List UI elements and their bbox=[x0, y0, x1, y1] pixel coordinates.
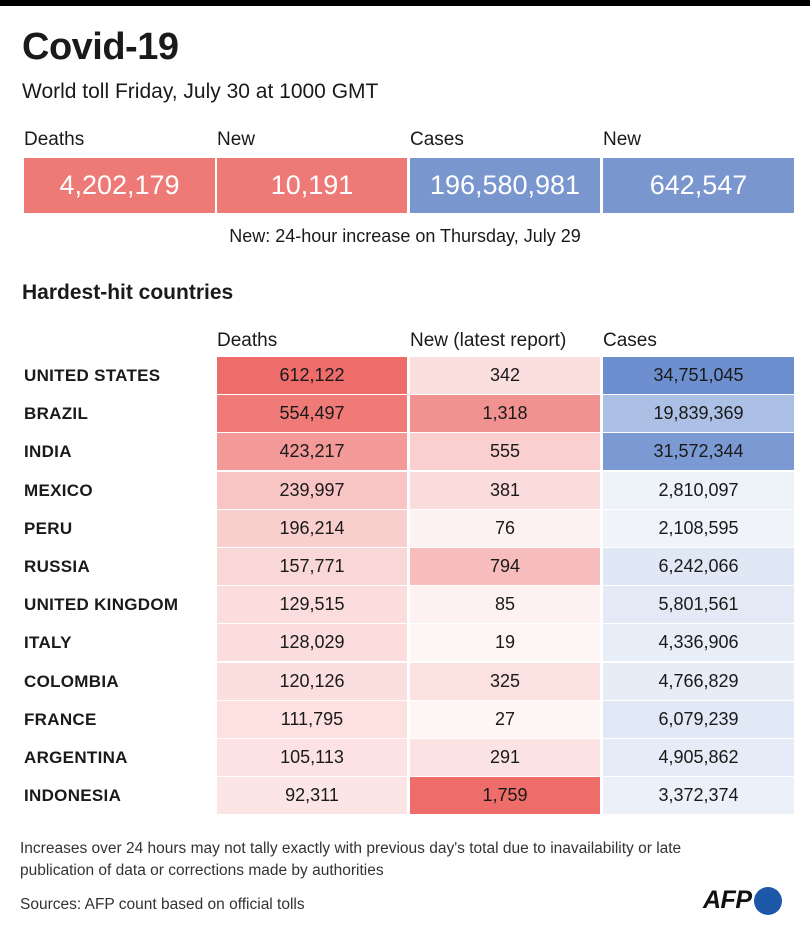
cases-cell: 6,079,239 bbox=[603, 700, 794, 738]
new-cell: 291 bbox=[410, 739, 600, 776]
new-cell: 19 bbox=[410, 624, 600, 662]
cases-cell: 4,766,829 bbox=[603, 662, 794, 700]
country-name: MEXICO bbox=[24, 480, 93, 500]
new-cell: 794 bbox=[410, 548, 600, 585]
column-header-cases: Cases bbox=[603, 330, 657, 351]
country-name: UNITED KINGDOM bbox=[24, 595, 179, 615]
column-header-deaths: Deaths bbox=[217, 330, 278, 351]
cases-cell: 6,242,066 bbox=[603, 548, 794, 585]
cases-cell: 4,905,862 bbox=[603, 739, 794, 776]
country-name: INDONESIA bbox=[24, 786, 122, 806]
new-cell: 27 bbox=[410, 700, 600, 738]
deaths-cell: 157,771 bbox=[217, 548, 407, 585]
new-cell: 325 bbox=[410, 662, 600, 700]
stat-label-cases: Cases bbox=[410, 129, 464, 150]
country-name: BRAZIL bbox=[24, 404, 89, 424]
deaths-cell: 196,214 bbox=[217, 509, 407, 547]
page-subtitle: World toll Friday, July 30 at 1000 GMT bbox=[22, 80, 379, 103]
logo-text: AFP bbox=[703, 886, 752, 914]
cases-cell: 31,572,344 bbox=[603, 433, 794, 471]
cases-cell: 3,372,374 bbox=[603, 777, 794, 815]
deaths-cell: 239,997 bbox=[217, 471, 407, 509]
stat-box-deaths: 4,202,179 bbox=[24, 158, 215, 213]
top-rule bbox=[0, 0, 810, 6]
stat-label-deaths: Deaths bbox=[24, 129, 85, 150]
deaths-cell: 612,122 bbox=[217, 357, 407, 394]
stat-box-new-deaths: 10,191 bbox=[217, 158, 407, 213]
deaths-cell: 554,497 bbox=[217, 395, 407, 433]
footnote: Increases over 24 hours may not tally ex… bbox=[20, 840, 682, 879]
deaths-cell: 105,113 bbox=[217, 739, 407, 776]
country-name: ARGENTINA bbox=[24, 748, 128, 767]
country-name: UNITED STATES bbox=[24, 366, 161, 385]
cases-cell: 4,336,906 bbox=[603, 624, 794, 662]
deaths-cell: 423,217 bbox=[217, 433, 407, 471]
cases-cell: 34,751,045 bbox=[603, 357, 794, 394]
country-name: INDIA bbox=[24, 442, 72, 462]
new-cell: 1,759 bbox=[410, 777, 600, 815]
afp-logo: AFP bbox=[703, 886, 782, 915]
new-cell: 1,318 bbox=[410, 395, 600, 433]
country-name: PERU bbox=[24, 518, 73, 538]
logo-dot-icon bbox=[753, 886, 782, 915]
country-name: FRANCE bbox=[24, 709, 97, 729]
new-cell: 381 bbox=[410, 471, 600, 509]
cases-cell: 2,810,097 bbox=[603, 471, 794, 509]
section-title: Hardest-hit countries bbox=[22, 281, 234, 304]
deaths-cell: 128,029 bbox=[217, 624, 407, 662]
country-name: RUSSIA bbox=[24, 557, 91, 576]
deaths-cell: 129,515 bbox=[217, 586, 407, 624]
column-header-new: New (latest report) bbox=[410, 330, 567, 351]
deaths-cell: 111,795 bbox=[217, 700, 407, 738]
page-title: Covid-19 bbox=[22, 26, 179, 68]
deaths-cell: 92,311 bbox=[217, 777, 407, 815]
deaths-cell: 120,126 bbox=[217, 662, 407, 700]
country-name: COLOMBIA bbox=[24, 671, 119, 691]
cases-cell: 5,801,561 bbox=[603, 586, 794, 624]
stat-box-new-cases: 642,547 bbox=[603, 158, 794, 213]
stats-note: New: 24-hour increase on Thursday, July … bbox=[229, 226, 581, 246]
stat-label-new-cases: New bbox=[603, 129, 642, 150]
new-cell: 342 bbox=[410, 357, 600, 394]
sources-text: Sources: AFP count based on official tol… bbox=[20, 896, 305, 913]
stat-box-cases: 196,580,981 bbox=[410, 158, 600, 213]
country-name: ITALY bbox=[24, 633, 72, 653]
cases-cell: 19,839,369 bbox=[603, 395, 794, 433]
new-cell: 85 bbox=[410, 586, 600, 624]
cases-cell: 2,108,595 bbox=[603, 509, 794, 547]
stat-label-new-deaths: New bbox=[217, 129, 256, 150]
new-cell: 76 bbox=[410, 509, 600, 547]
new-cell: 555 bbox=[410, 433, 600, 471]
